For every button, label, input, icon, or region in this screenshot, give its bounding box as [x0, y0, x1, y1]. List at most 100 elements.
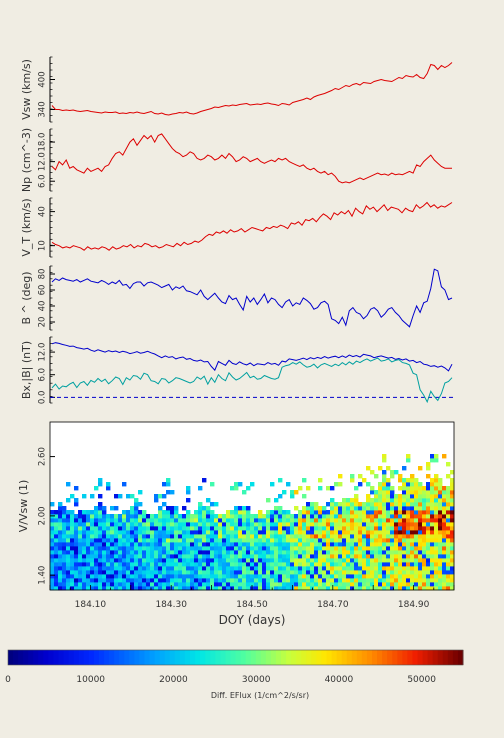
spectrogram-cell	[370, 542, 374, 546]
spectrogram-cell	[130, 566, 134, 570]
spectrogram-cell	[262, 526, 266, 530]
spectrogram-cell	[338, 578, 342, 582]
spectrogram-cell	[366, 574, 370, 578]
spectrogram-cell	[62, 510, 66, 514]
y-axis-label: Np (cm^-3)	[20, 128, 33, 192]
spectrogram-cell	[346, 578, 350, 582]
spectrogram-cell	[206, 506, 210, 510]
spectrogram-cell	[194, 574, 198, 578]
spectrogram-cell	[74, 554, 78, 558]
spectrogram-cell	[302, 478, 306, 482]
spectrogram-cell	[398, 578, 402, 582]
spectrogram-cell	[214, 502, 218, 506]
spectrogram-cell	[426, 510, 430, 514]
spectrogram-cell	[426, 542, 430, 546]
spectrogram-cell	[346, 554, 350, 558]
spectrogram-cell	[230, 510, 234, 514]
spectrogram-cell	[350, 502, 354, 506]
spectrogram-cell	[190, 530, 194, 534]
spectrogram-cell	[294, 578, 298, 582]
spectrogram-cell	[334, 546, 338, 550]
colorbar-segment	[321, 650, 327, 665]
spectrogram-cell	[238, 530, 242, 534]
spectrogram-cell	[286, 578, 290, 582]
spectrogram-cell	[418, 550, 422, 554]
spectrogram-cell	[194, 566, 198, 570]
spectrogram-cell	[306, 534, 310, 538]
spectrogram-cell	[190, 546, 194, 550]
colorbar-segment	[453, 650, 459, 665]
spectrogram-cell	[126, 510, 130, 514]
spectrogram-cell	[346, 546, 350, 550]
spectrogram-cell	[426, 530, 430, 534]
spectrogram-cell	[58, 562, 62, 566]
spectrogram-cell	[274, 578, 278, 582]
spectrogram-cell	[390, 546, 394, 550]
spectrogram-cell	[386, 578, 390, 582]
spectrogram-cell	[74, 566, 78, 570]
spectrogram-cell	[366, 494, 370, 498]
spectrogram-cell	[298, 566, 302, 570]
spectrogram-cell	[294, 562, 298, 566]
spectrogram-cell	[226, 550, 230, 554]
spectrogram-cell	[118, 546, 122, 550]
spectrogram-cell	[318, 486, 322, 490]
colorbar-segment	[94, 650, 100, 665]
colorbar-segment	[418, 650, 424, 665]
spectrogram-cell	[194, 510, 198, 514]
colorbar-segment	[251, 650, 257, 665]
spectrogram-cell	[434, 542, 438, 546]
spectrogram-cell	[54, 582, 58, 586]
spectrogram-cell	[122, 510, 126, 514]
spectrogram-cell	[262, 518, 266, 522]
spectrogram-cell	[186, 526, 190, 530]
spectrogram-cell	[238, 550, 242, 554]
spectrogram-cell	[382, 582, 386, 586]
spectrogram-cell	[398, 566, 402, 570]
spectrogram-cell	[118, 522, 122, 526]
spectrogram-cell	[198, 502, 202, 506]
spectrogram-cell	[170, 538, 174, 542]
spectrogram-cell	[274, 566, 278, 570]
spectrogram-cell	[58, 574, 62, 578]
spectrogram-cell	[150, 578, 154, 582]
spectrogram-cell	[298, 534, 302, 538]
spectrogram-cell	[82, 558, 86, 562]
colorbar-segment	[129, 650, 135, 665]
y-tick-label: 60	[38, 285, 48, 296]
spectrogram-cell	[322, 546, 326, 550]
spectrogram-cell	[134, 562, 138, 566]
spectrogram-cell	[394, 470, 398, 474]
spectrogram-cell	[258, 546, 262, 550]
spectrogram-cell	[306, 518, 310, 522]
spectrogram-cell	[318, 558, 322, 562]
spectrogram-cell	[126, 546, 130, 550]
spectrogram-cell	[274, 526, 278, 530]
spectrogram-cell	[306, 502, 310, 506]
spectrogram-cell	[178, 534, 182, 538]
spectrogram-cell	[426, 582, 430, 586]
spectrogram-cell	[126, 518, 130, 522]
spectrogram-cell	[270, 518, 274, 522]
spectrogram-cell	[142, 582, 146, 586]
spectrogram-cell	[94, 562, 98, 566]
spectrogram-cell	[406, 542, 410, 546]
spectrogram-cell	[166, 538, 170, 542]
spectrogram-cell	[186, 530, 190, 534]
spectrogram-cell	[386, 486, 390, 490]
spectrogram-cell	[422, 486, 426, 490]
spectrogram-cell	[158, 518, 162, 522]
spectrogram-cell	[430, 482, 434, 486]
spectrogram-cell	[358, 546, 362, 550]
spectrogram-cell	[114, 538, 118, 542]
spectrogram-cell	[126, 578, 130, 582]
spectrogram-cell	[230, 566, 234, 570]
spectrogram-cell	[258, 538, 262, 542]
spectrogram-cell	[398, 570, 402, 574]
spectrogram-cell	[418, 566, 422, 570]
spectrogram-cell	[206, 514, 210, 518]
colorbar-tick-label: 0	[5, 675, 11, 685]
spectrogram-cell	[330, 530, 334, 534]
spectrogram-cell	[302, 522, 306, 526]
colorbar-segment	[160, 650, 166, 665]
